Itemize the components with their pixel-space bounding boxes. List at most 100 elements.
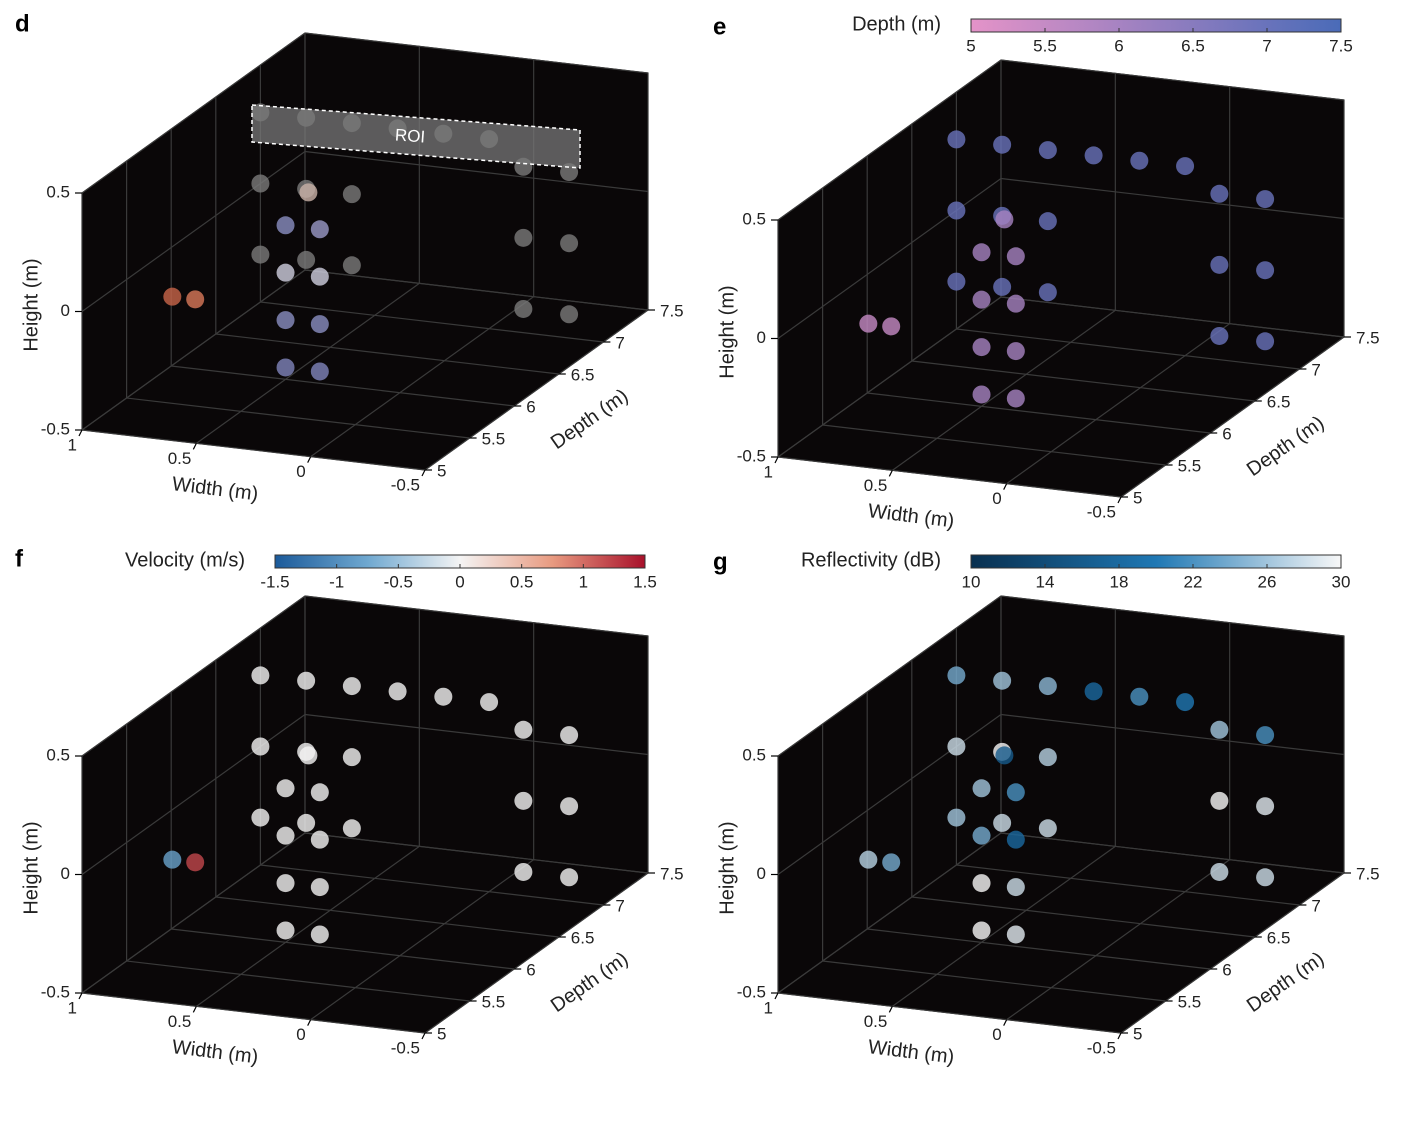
grid-line — [81, 32, 306, 194]
x-axis-label: Width (m) — [171, 1036, 260, 1068]
point — [514, 862, 533, 881]
y-tick-label: 6 — [1222, 424, 1231, 443]
tick-mark — [78, 429, 83, 437]
point — [342, 185, 361, 204]
x-tick-label: 1 — [764, 998, 773, 1017]
point — [972, 385, 991, 404]
grid-line — [777, 595, 1002, 757]
tick-mark — [307, 456, 312, 463]
grid-line — [215, 896, 559, 938]
grid-line — [424, 309, 649, 471]
point — [947, 737, 966, 756]
grid-line — [822, 424, 1166, 466]
panel-label: f — [15, 545, 24, 572]
tick-mark — [1003, 483, 1008, 490]
tick-mark — [1117, 1032, 1122, 1040]
grid-line — [777, 832, 1002, 994]
grid-line — [867, 928, 1211, 970]
point — [947, 666, 966, 685]
colorbar-tick-label: -1.5 — [260, 572, 289, 591]
y-tick-label: 6.5 — [1267, 928, 1291, 947]
grid-line — [1000, 59, 1345, 101]
colorbar-tick-label: 18 — [1110, 572, 1129, 591]
grid-line — [891, 845, 1116, 1007]
colorbar-tick-label: 5.5 — [1033, 36, 1057, 55]
point — [310, 878, 329, 897]
point — [1176, 157, 1195, 176]
point — [342, 819, 361, 838]
point — [276, 874, 295, 893]
y-tick-label: 6 — [1222, 960, 1231, 979]
tick-mark — [421, 1032, 426, 1040]
point — [310, 362, 329, 381]
grid-line — [304, 832, 649, 874]
z-tick-label: 0 — [61, 864, 70, 883]
y-tick-label: 5 — [437, 1024, 446, 1043]
point — [972, 243, 991, 262]
point — [251, 666, 270, 685]
y-tick-label: 7.5 — [660, 301, 684, 320]
tick-mark — [307, 1019, 312, 1026]
point — [310, 220, 329, 239]
point — [310, 783, 329, 802]
grid-line — [195, 282, 420, 444]
x-tick-label: -0.5 — [391, 1038, 420, 1057]
tick-mark — [774, 992, 779, 1000]
x-tick-label: 1 — [68, 998, 77, 1017]
tick-mark — [888, 470, 893, 477]
tick-mark — [421, 469, 426, 477]
z-tick-label: -0.5 — [41, 982, 70, 1001]
tick-mark — [78, 992, 83, 1000]
point — [1256, 797, 1275, 816]
grid-line — [1120, 872, 1345, 1034]
grid-line — [81, 151, 306, 312]
point — [1256, 868, 1275, 887]
grid-line — [81, 269, 306, 431]
point — [995, 210, 1014, 229]
plot-box — [777, 595, 1345, 1034]
x-tick-label: 0.5 — [864, 476, 888, 495]
point — [993, 135, 1012, 154]
plot-box — [81, 32, 649, 471]
point — [859, 850, 878, 869]
grid-line — [1006, 323, 1231, 485]
y-tick-label: 5 — [1133, 488, 1142, 507]
point — [163, 850, 182, 869]
grid-line — [1000, 713, 1345, 756]
z-tick-label: 0.5 — [742, 209, 766, 228]
grid-line — [911, 896, 1255, 938]
point — [299, 746, 318, 765]
colorbar-tick-label: 30 — [1332, 572, 1351, 591]
z-tick-label: -0.5 — [737, 446, 766, 465]
point — [972, 826, 991, 845]
z-tick-label: 0 — [61, 301, 70, 320]
grid-line — [777, 456, 1122, 498]
grid-line — [260, 864, 604, 906]
y-tick-label: 6.5 — [1267, 392, 1291, 411]
grid-line — [777, 59, 1002, 221]
grid-line — [304, 713, 649, 756]
tick-mark — [774, 456, 779, 464]
colorbar-tick-label: 14 — [1036, 572, 1055, 591]
colorbar — [970, 554, 1342, 569]
colorbar-tick-label: 5 — [966, 36, 975, 55]
y-tick-label: 6 — [526, 397, 535, 416]
point — [342, 256, 361, 275]
tick-mark — [192, 443, 197, 450]
colorbar-tick-label: 22 — [1184, 572, 1203, 591]
roi-box — [251, 104, 581, 169]
point — [859, 314, 878, 333]
grid-line — [81, 714, 306, 875]
point — [882, 853, 901, 872]
point — [560, 868, 579, 887]
y-tick-label: 5.5 — [1178, 456, 1202, 475]
y-tick-label: 7 — [1311, 360, 1320, 379]
y-tick-label: 5 — [1133, 1024, 1142, 1043]
colorbar — [970, 18, 1342, 33]
x-axis-label: Width (m) — [867, 500, 956, 532]
grid-line — [171, 928, 515, 970]
point — [972, 874, 991, 893]
grid-line — [304, 269, 649, 311]
colorbar-tick-label: 26 — [1258, 572, 1277, 591]
